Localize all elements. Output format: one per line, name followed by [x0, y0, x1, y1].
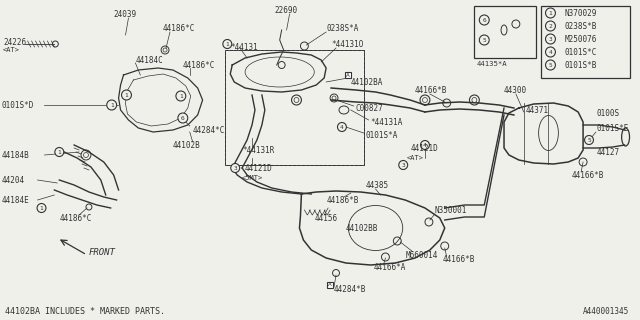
Text: 6: 6	[483, 18, 486, 22]
Text: 1: 1	[548, 11, 552, 15]
Text: 44186*C: 44186*C	[163, 23, 195, 33]
Text: 0238S*B: 0238S*B	[564, 21, 596, 30]
Text: 44121D: 44121D	[245, 164, 273, 172]
Text: 4: 4	[423, 142, 427, 148]
Text: N370029: N370029	[564, 9, 596, 18]
Text: 3: 3	[401, 163, 405, 167]
Text: 0100S: 0100S	[597, 108, 620, 117]
Circle shape	[420, 140, 429, 149]
Bar	[225, 50, 364, 165]
Text: 24039: 24039	[114, 10, 137, 19]
Text: A440001345: A440001345	[583, 307, 629, 316]
Text: *44131: *44131	[230, 43, 258, 52]
Text: 6: 6	[181, 116, 185, 121]
Circle shape	[545, 47, 556, 57]
Bar	[541, 6, 630, 78]
Text: 44184C: 44184C	[136, 55, 163, 65]
Circle shape	[584, 135, 593, 145]
Text: *44131R: *44131R	[242, 146, 275, 155]
Bar	[225, 50, 364, 165]
Text: 44284*C: 44284*C	[193, 125, 225, 134]
Text: 44385: 44385	[365, 180, 388, 189]
Text: 22690: 22690	[275, 5, 298, 14]
Circle shape	[399, 161, 408, 170]
Text: 44102B: 44102B	[173, 140, 201, 149]
Text: 44166*A: 44166*A	[374, 263, 406, 273]
Text: <AT>: <AT>	[3, 47, 20, 53]
Text: 1: 1	[40, 205, 44, 211]
Text: 0101S*D: 0101S*D	[2, 100, 35, 109]
Circle shape	[178, 113, 188, 123]
Text: 44102BA: 44102BA	[351, 77, 383, 86]
Text: 44371: 44371	[526, 106, 549, 115]
Bar	[327, 282, 333, 288]
Text: *44131O: *44131O	[331, 39, 364, 49]
Text: 5: 5	[548, 62, 552, 68]
Text: A: A	[346, 73, 349, 77]
Circle shape	[545, 34, 556, 44]
Circle shape	[231, 164, 239, 172]
Bar	[474, 6, 536, 58]
Text: 3: 3	[548, 36, 552, 42]
Circle shape	[479, 35, 489, 45]
Text: 44186*B: 44186*B	[326, 196, 358, 204]
Circle shape	[545, 60, 556, 70]
Text: <AT>: <AT>	[407, 155, 424, 161]
Circle shape	[479, 15, 489, 25]
Bar	[225, 50, 364, 165]
Text: <5MT>: <5MT>	[242, 175, 264, 181]
Text: 24226: 24226	[3, 37, 26, 46]
Circle shape	[176, 91, 186, 101]
Circle shape	[545, 8, 556, 18]
Text: 0101S*B: 0101S*B	[564, 60, 596, 69]
Text: 44166*B: 44166*B	[443, 255, 475, 265]
Text: 4: 4	[548, 50, 552, 54]
Bar	[345, 72, 351, 78]
Text: 44121D: 44121D	[410, 143, 438, 153]
Text: 1: 1	[110, 102, 113, 108]
Text: 5: 5	[483, 37, 486, 43]
Circle shape	[55, 148, 64, 156]
Text: 44156: 44156	[314, 213, 337, 222]
Text: 44204: 44204	[2, 175, 25, 185]
Text: 44186*C: 44186*C	[60, 213, 92, 222]
Text: M660014: M660014	[405, 251, 438, 260]
Text: 44186*C: 44186*C	[183, 60, 215, 69]
Circle shape	[337, 123, 346, 132]
Text: 44284*B: 44284*B	[334, 285, 367, 294]
Text: C00827: C00827	[356, 103, 383, 113]
Text: 44135*A: 44135*A	[476, 61, 507, 67]
Text: A: A	[328, 283, 332, 287]
Text: 44127: 44127	[597, 148, 620, 156]
Text: 1: 1	[225, 42, 229, 46]
Circle shape	[37, 204, 46, 212]
Text: 2: 2	[548, 23, 552, 28]
Circle shape	[545, 21, 556, 31]
Text: 44184B: 44184B	[2, 150, 29, 159]
Text: 44166*B: 44166*B	[415, 85, 447, 94]
Text: 44102BB: 44102BB	[346, 223, 378, 233]
Text: 44102BA INCLUDES * MARKED PARTS.: 44102BA INCLUDES * MARKED PARTS.	[5, 307, 165, 316]
Circle shape	[122, 90, 131, 100]
Text: 3: 3	[234, 165, 237, 171]
Text: 44166*B: 44166*B	[572, 171, 604, 180]
Text: *44131A: *44131A	[371, 117, 403, 126]
Text: 0238S*A: 0238S*A	[326, 23, 358, 33]
Text: FRONT: FRONT	[89, 247, 116, 257]
Text: 44300: 44300	[504, 85, 527, 94]
Text: M250076: M250076	[564, 35, 596, 44]
Text: N350001: N350001	[435, 205, 467, 214]
Text: 5: 5	[587, 138, 591, 142]
Text: 1: 1	[125, 92, 129, 98]
Text: 0101S*E: 0101S*E	[597, 124, 629, 132]
Text: 1: 1	[58, 149, 61, 155]
Text: 4: 4	[340, 124, 344, 130]
Circle shape	[223, 39, 232, 49]
Text: 0101S*C: 0101S*C	[564, 47, 596, 57]
Text: 44184E: 44184E	[2, 196, 29, 204]
Text: 0101S*A: 0101S*A	[365, 131, 398, 140]
Circle shape	[107, 100, 116, 110]
Text: 1: 1	[179, 93, 183, 99]
